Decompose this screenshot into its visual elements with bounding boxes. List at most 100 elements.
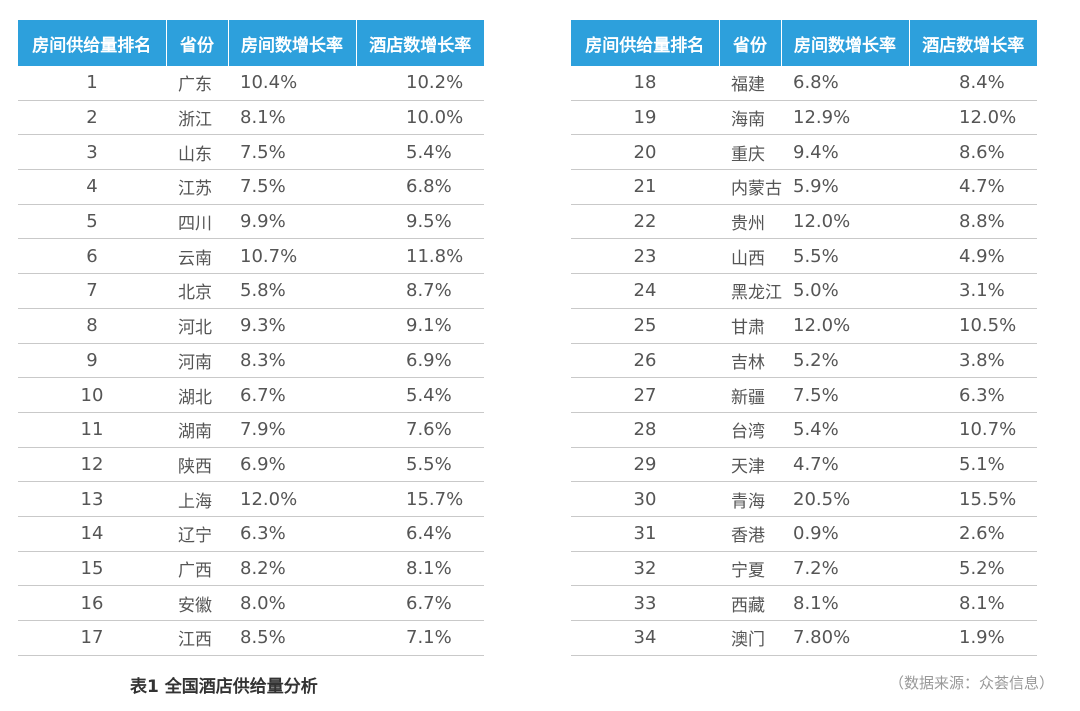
table-row: 30 青海 20.5% 15.5% xyxy=(571,481,1037,517)
room-growth-cell: 7.9% xyxy=(228,412,356,448)
room-growth-cell: 8.2% xyxy=(228,551,356,587)
room-growth-cell: 6.3% xyxy=(228,516,356,552)
room-growth-cell: 12.9% xyxy=(781,100,909,136)
table-row: 29 天津 4.7% 5.1% xyxy=(571,447,1037,483)
table-row: 25 甘肃 12.0% 10.5% xyxy=(571,308,1037,344)
room-growth-cell: 7.5% xyxy=(228,134,356,171)
room-growth-cell: 9.9% xyxy=(228,204,356,240)
province-cell: 江苏 xyxy=(166,169,228,205)
hotel-growth-cell: 5.2% xyxy=(909,551,1037,587)
room-growth-cell: 7.80% xyxy=(781,620,909,656)
rank-cell: 7 xyxy=(18,273,166,309)
room-growth-cell: 8.5% xyxy=(228,620,356,656)
table-row: 7 北京 5.8% 8.7% xyxy=(18,273,484,309)
table-row: 27 新疆 7.5% 6.3% xyxy=(571,377,1037,413)
hotel-growth-cell: 5.4% xyxy=(356,377,484,413)
room-growth-cell: 10.7% xyxy=(228,238,356,275)
header-rank: 房间供给量排名 xyxy=(571,20,720,66)
hotel-growth-cell: 15.5% xyxy=(909,481,1037,517)
rank-cell: 31 xyxy=(571,516,719,552)
room-growth-cell: 6.7% xyxy=(228,377,356,413)
province-cell: 宁夏 xyxy=(719,551,781,587)
room-growth-cell: 5.0% xyxy=(781,273,909,309)
province-cell: 河北 xyxy=(166,308,228,344)
hotel-growth-cell: 9.5% xyxy=(356,204,484,240)
hotel-growth-cell: 6.8% xyxy=(356,169,484,205)
header-rank: 房间供给量排名 xyxy=(18,20,167,66)
hotel-growth-cell: 10.7% xyxy=(909,412,1037,448)
rank-cell: 5 xyxy=(18,204,166,240)
hotel-growth-cell: 8.7% xyxy=(356,273,484,309)
table-row: 16 安徽 8.0% 6.7% xyxy=(18,585,484,621)
rank-cell: 26 xyxy=(571,343,719,379)
rank-cell: 27 xyxy=(571,377,719,413)
rank-cell: 13 xyxy=(18,481,166,517)
table-row: 1 广东 10.4% 10.2% xyxy=(18,66,484,101)
rank-cell: 25 xyxy=(571,308,719,344)
hotel-growth-cell: 6.9% xyxy=(356,343,484,379)
province-cell: 内蒙古 xyxy=(719,169,782,205)
table-row: 5 四川 9.9% 9.5% xyxy=(18,204,484,240)
hotel-growth-cell: 2.6% xyxy=(909,516,1037,552)
table-row: 3 山东 7.5% 5.4% xyxy=(18,134,484,171)
room-growth-cell: 12.0% xyxy=(228,481,356,517)
rank-cell: 29 xyxy=(571,447,719,483)
hotel-growth-cell: 5.5% xyxy=(356,447,484,483)
rank-cell: 28 xyxy=(571,412,719,448)
room-growth-cell: 6.8% xyxy=(781,66,909,101)
province-cell: 贵州 xyxy=(719,204,781,240)
rank-cell: 11 xyxy=(18,412,166,448)
room-growth-cell: 4.7% xyxy=(781,447,909,483)
rank-cell: 1 xyxy=(18,66,166,101)
room-growth-cell: 5.2% xyxy=(781,343,909,379)
header-province: 省份 xyxy=(719,20,782,66)
province-cell: 黑龙江 xyxy=(719,273,782,309)
table-row: 26 吉林 5.2% 3.8% xyxy=(571,343,1037,379)
table-row: 14 辽宁 6.3% 6.4% xyxy=(18,516,484,552)
province-cell: 新疆 xyxy=(719,377,781,413)
table-row: 12 陕西 6.9% 5.5% xyxy=(18,447,484,483)
rank-cell: 8 xyxy=(18,308,166,344)
header-hotel-growth: 酒店数增长率 xyxy=(356,20,484,66)
rank-cell: 32 xyxy=(571,551,719,587)
province-cell: 山东 xyxy=(166,134,228,171)
data-source-note: （数据来源：众荟信息） xyxy=(888,674,1054,692)
supply-table-left: 房间供给量排名 省份 房间数增长率 酒店数增长率 1 广东 10.4% 10.2% 2 浙… xyxy=(18,20,484,656)
hotel-growth-cell: 8.6% xyxy=(909,134,1037,171)
table-caption: 表1 全国酒店供给量分析 xyxy=(130,677,318,697)
rank-cell: 16 xyxy=(18,585,166,621)
hotel-growth-cell: 7.6% xyxy=(356,412,484,448)
rank-cell: 19 xyxy=(571,100,719,136)
province-cell: 吉林 xyxy=(719,343,781,379)
province-cell: 辽宁 xyxy=(166,516,228,552)
room-growth-cell: 12.0% xyxy=(781,308,909,344)
table-row: 28 台湾 5.4% 10.7% xyxy=(571,412,1037,448)
hotel-growth-cell: 5.1% xyxy=(909,447,1037,483)
province-cell: 四川 xyxy=(166,204,228,240)
table-row: 18 福建 6.8% 8.4% xyxy=(571,66,1037,101)
hotel-growth-cell: 8.8% xyxy=(909,204,1037,240)
rank-cell: 4 xyxy=(18,169,166,205)
hotel-growth-cell: 8.1% xyxy=(909,585,1037,621)
province-cell: 北京 xyxy=(166,273,228,309)
room-growth-cell: 9.3% xyxy=(228,308,356,344)
table-row: 13 上海 12.0% 15.7% xyxy=(18,481,484,517)
hotel-growth-cell: 8.4% xyxy=(909,66,1037,101)
province-cell: 青海 xyxy=(719,481,781,517)
province-cell: 甘肃 xyxy=(719,308,781,344)
header-room-growth: 房间数增长率 xyxy=(781,20,910,66)
province-cell: 陕西 xyxy=(166,447,228,483)
hotel-growth-cell: 8.1% xyxy=(356,551,484,587)
supply-table-right: 房间供给量排名 省份 房间数增长率 酒店数增长率 18 福建 6.8% 8.4% 19 海… xyxy=(571,20,1037,656)
table-row: 24 黑龙江 5.0% 3.1% xyxy=(571,273,1037,309)
rank-cell: 12 xyxy=(18,447,166,483)
province-cell: 浙江 xyxy=(166,100,228,136)
rank-cell: 3 xyxy=(18,134,166,171)
rank-cell: 9 xyxy=(18,343,166,379)
province-cell: 台湾 xyxy=(719,412,781,448)
table-row: 10 湖北 6.7% 5.4% xyxy=(18,377,484,413)
table-row: 6 云南 10.7% 11.8% xyxy=(18,238,484,275)
province-cell: 重庆 xyxy=(719,134,781,171)
rank-cell: 22 xyxy=(571,204,719,240)
province-cell: 河南 xyxy=(166,343,228,379)
